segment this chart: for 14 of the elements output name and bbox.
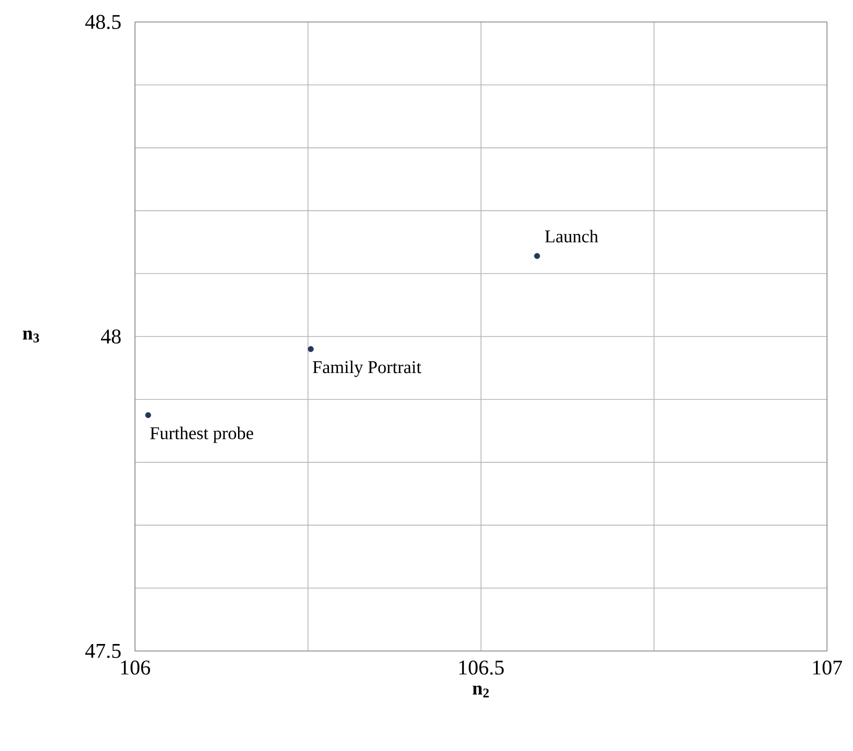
y-tick-label: 47.5 [85, 644, 121, 658]
y-tick-label: 48 [100, 329, 121, 344]
annotation: Launch [545, 230, 598, 242]
point [145, 412, 152, 418]
x-tick-label: 106.5 [459, 660, 504, 675]
y-tick-label: 48.5 [85, 14, 121, 30]
annotation: Furthest probe [150, 426, 254, 443]
x-tick-label: 106 [121, 660, 150, 675]
point [308, 346, 314, 352]
x-tick-label: 107 [813, 660, 842, 675]
x-axis-title: n$_{2}$ [472, 686, 489, 698]
y-axis-title: n$_{3}$ [22, 330, 40, 342]
annotation: Family Portrait [312, 360, 422, 377]
point [534, 252, 540, 259]
